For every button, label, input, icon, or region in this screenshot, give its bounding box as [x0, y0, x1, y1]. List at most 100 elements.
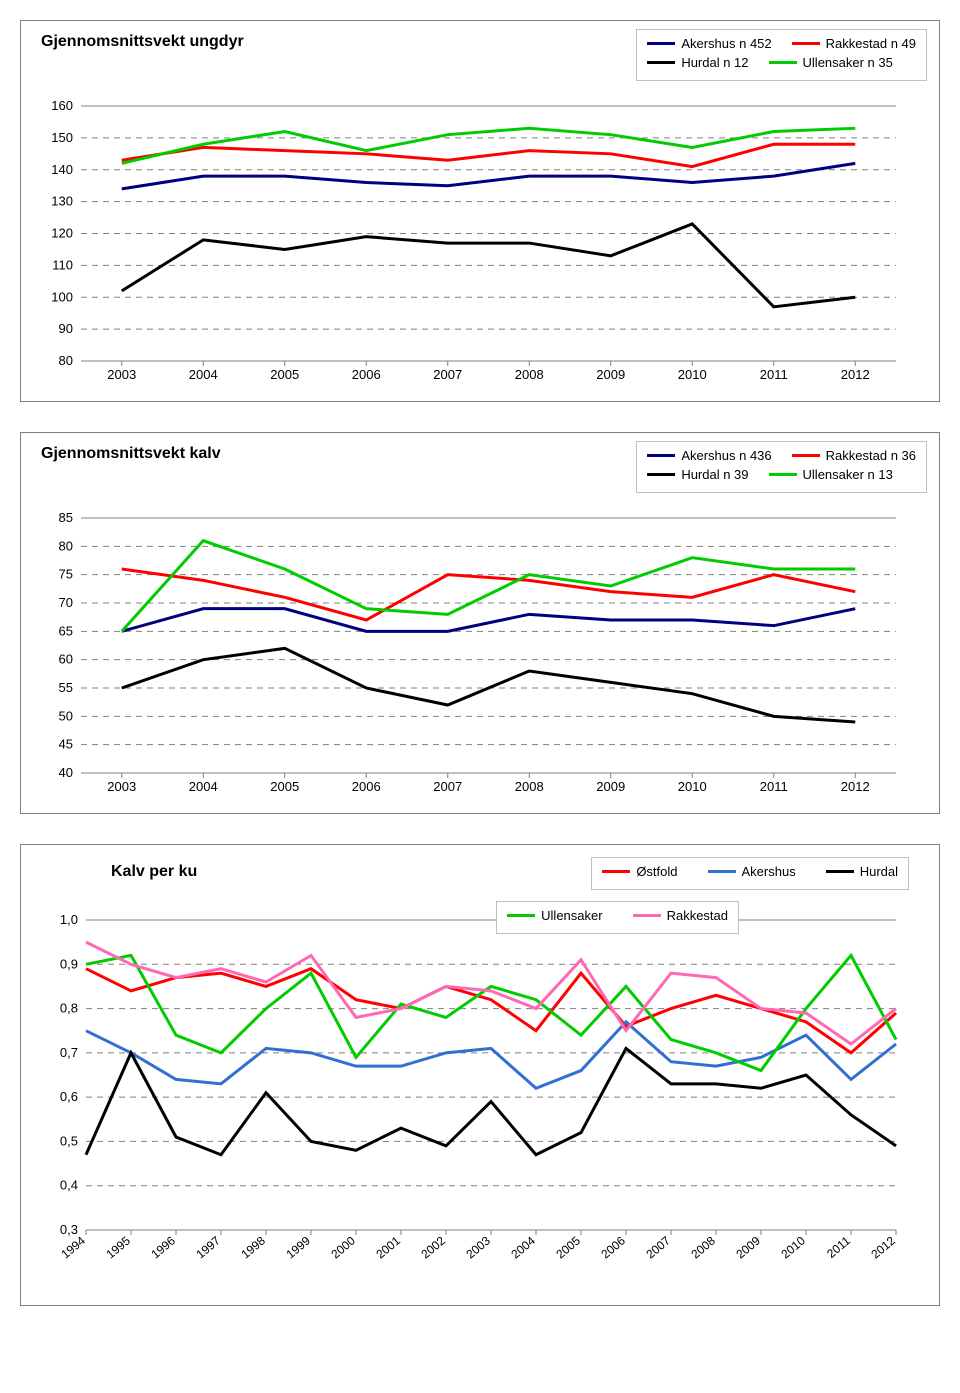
legend-swatch	[792, 42, 820, 45]
svg-text:75: 75	[59, 567, 73, 582]
svg-text:2006: 2006	[352, 367, 381, 382]
svg-text:2012: 2012	[868, 1233, 898, 1261]
legend-swatch	[769, 61, 797, 64]
svg-text:0,8: 0,8	[60, 1001, 78, 1016]
svg-text:55: 55	[59, 680, 73, 695]
svg-text:2005: 2005	[270, 779, 299, 794]
svg-text:2008: 2008	[515, 367, 544, 382]
svg-text:2011: 2011	[824, 1233, 853, 1261]
legend-swatch	[708, 870, 736, 873]
legend-label: Akershus	[742, 864, 796, 879]
legend-label: Rakkestad n 49	[826, 36, 916, 51]
legend-swatch	[633, 914, 661, 917]
svg-text:2007: 2007	[433, 367, 462, 382]
svg-text:40: 40	[59, 765, 73, 780]
svg-text:2000: 2000	[328, 1233, 358, 1261]
svg-text:2008: 2008	[515, 779, 544, 794]
svg-text:2004: 2004	[189, 367, 218, 382]
svg-text:2011: 2011	[760, 779, 788, 794]
legend-label: Akershus n 436	[681, 448, 771, 463]
svg-text:2009: 2009	[596, 779, 625, 794]
svg-text:2009: 2009	[733, 1233, 763, 1261]
svg-text:2006: 2006	[352, 779, 381, 794]
legend-label: Ullensaker n 35	[803, 55, 893, 70]
svg-text:2004: 2004	[508, 1233, 538, 1261]
legend-swatch	[826, 870, 854, 873]
svg-text:85: 85	[59, 510, 73, 525]
legend-swatch	[647, 42, 675, 45]
svg-text:2010: 2010	[678, 367, 707, 382]
svg-text:120: 120	[51, 226, 73, 241]
svg-text:150: 150	[51, 130, 73, 145]
svg-text:45: 45	[59, 737, 73, 752]
chart-panel-kalv-per-ku: Kalv per ku Østfold Akershus Hurdal Ulle…	[20, 844, 940, 1306]
legend-swatch	[647, 473, 675, 476]
legend-label: Rakkestad	[667, 908, 728, 923]
svg-text:1998: 1998	[238, 1233, 268, 1261]
chart-panel-kalv: Gjennomsnittsvekt kalv Akershus n 436 Ra…	[20, 432, 940, 814]
legend-swatch	[507, 914, 535, 917]
legend-label: Hurdal n 12	[681, 55, 748, 70]
svg-text:2005: 2005	[553, 1233, 583, 1261]
chart2-svg: 40 45 50 55 60 65 70 75 80 85 2003 2004 2005 2006 2007…	[31, 473, 911, 803]
chart3-svg: 0,30,40,50,60,70,80,91,01994199519961997…	[31, 865, 911, 1285]
chart1-title: Gjennomsnittsvekt ungdyr	[41, 33, 244, 51]
svg-text:2005: 2005	[270, 367, 299, 382]
legend-label: Ullensaker	[541, 908, 602, 923]
svg-text:2010: 2010	[678, 779, 707, 794]
svg-text:80: 80	[59, 538, 73, 553]
svg-text:1997: 1997	[193, 1233, 223, 1261]
svg-text:1,0: 1,0	[60, 912, 78, 927]
legend-label: Rakkestad n 36	[826, 448, 916, 463]
svg-text:2009: 2009	[596, 367, 625, 382]
svg-text:2003: 2003	[107, 367, 136, 382]
chart3-title: Kalv per ku	[111, 863, 197, 881]
svg-text:160: 160	[51, 98, 73, 113]
chart3-legend-1: Østfold Akershus Hurdal	[591, 857, 909, 890]
svg-text:2003: 2003	[463, 1233, 493, 1261]
legend-label: Akershus n 452	[681, 36, 771, 51]
svg-text:100: 100	[51, 289, 73, 304]
svg-text:2010: 2010	[778, 1233, 808, 1261]
chart1-svg: 8090100110120130140150160200320042005200…	[31, 61, 911, 391]
legend-label: Østfold	[636, 864, 677, 879]
chart2-legend: Akershus n 436 Rakkestad n 36 Hurdal n 3…	[636, 441, 927, 493]
legend-label: Hurdal n 39	[681, 467, 748, 482]
svg-text:1995: 1995	[103, 1233, 133, 1261]
svg-text:140: 140	[51, 162, 73, 177]
svg-text:80: 80	[59, 353, 73, 368]
legend-swatch	[792, 454, 820, 457]
svg-text:70: 70	[59, 595, 73, 610]
chart-panel-ungdyr: Gjennomsnittsvekt ungdyr Akershus n 452 …	[20, 20, 940, 402]
legend-label: Ullensaker n 13	[803, 467, 893, 482]
svg-text:2006: 2006	[598, 1233, 628, 1261]
chart2-title: Gjennomsnittsvekt kalv	[41, 445, 221, 463]
svg-text:1994: 1994	[58, 1233, 88, 1261]
svg-text:2001: 2001	[373, 1233, 403, 1261]
svg-text:2004: 2004	[189, 779, 218, 794]
svg-text:0,4: 0,4	[60, 1178, 78, 1193]
svg-text:60: 60	[59, 652, 73, 667]
legend-swatch	[647, 454, 675, 457]
svg-text:65: 65	[59, 623, 73, 638]
svg-text:2002: 2002	[418, 1233, 448, 1261]
svg-text:0,9: 0,9	[60, 956, 78, 971]
svg-text:0,6: 0,6	[60, 1089, 78, 1104]
svg-text:0,3: 0,3	[60, 1222, 78, 1237]
svg-text:1999: 1999	[283, 1233, 313, 1261]
svg-text:2003: 2003	[107, 779, 136, 794]
svg-text:0,5: 0,5	[60, 1133, 78, 1148]
svg-text:50: 50	[59, 708, 73, 723]
legend-swatch	[602, 870, 630, 873]
legend-swatch	[647, 61, 675, 64]
svg-text:110: 110	[52, 257, 73, 272]
svg-text:2011: 2011	[760, 367, 788, 382]
legend-label: Hurdal	[860, 864, 898, 879]
svg-text:2012: 2012	[841, 779, 870, 794]
svg-text:2007: 2007	[643, 1233, 673, 1261]
legend-swatch	[769, 473, 797, 476]
svg-text:130: 130	[51, 194, 73, 209]
chart3-legend-2: Ullensaker Rakkestad	[496, 901, 739, 934]
chart1-legend: Akershus n 452 Rakkestad n 49 Hurdal n 1…	[636, 29, 927, 81]
svg-text:2007: 2007	[433, 779, 462, 794]
